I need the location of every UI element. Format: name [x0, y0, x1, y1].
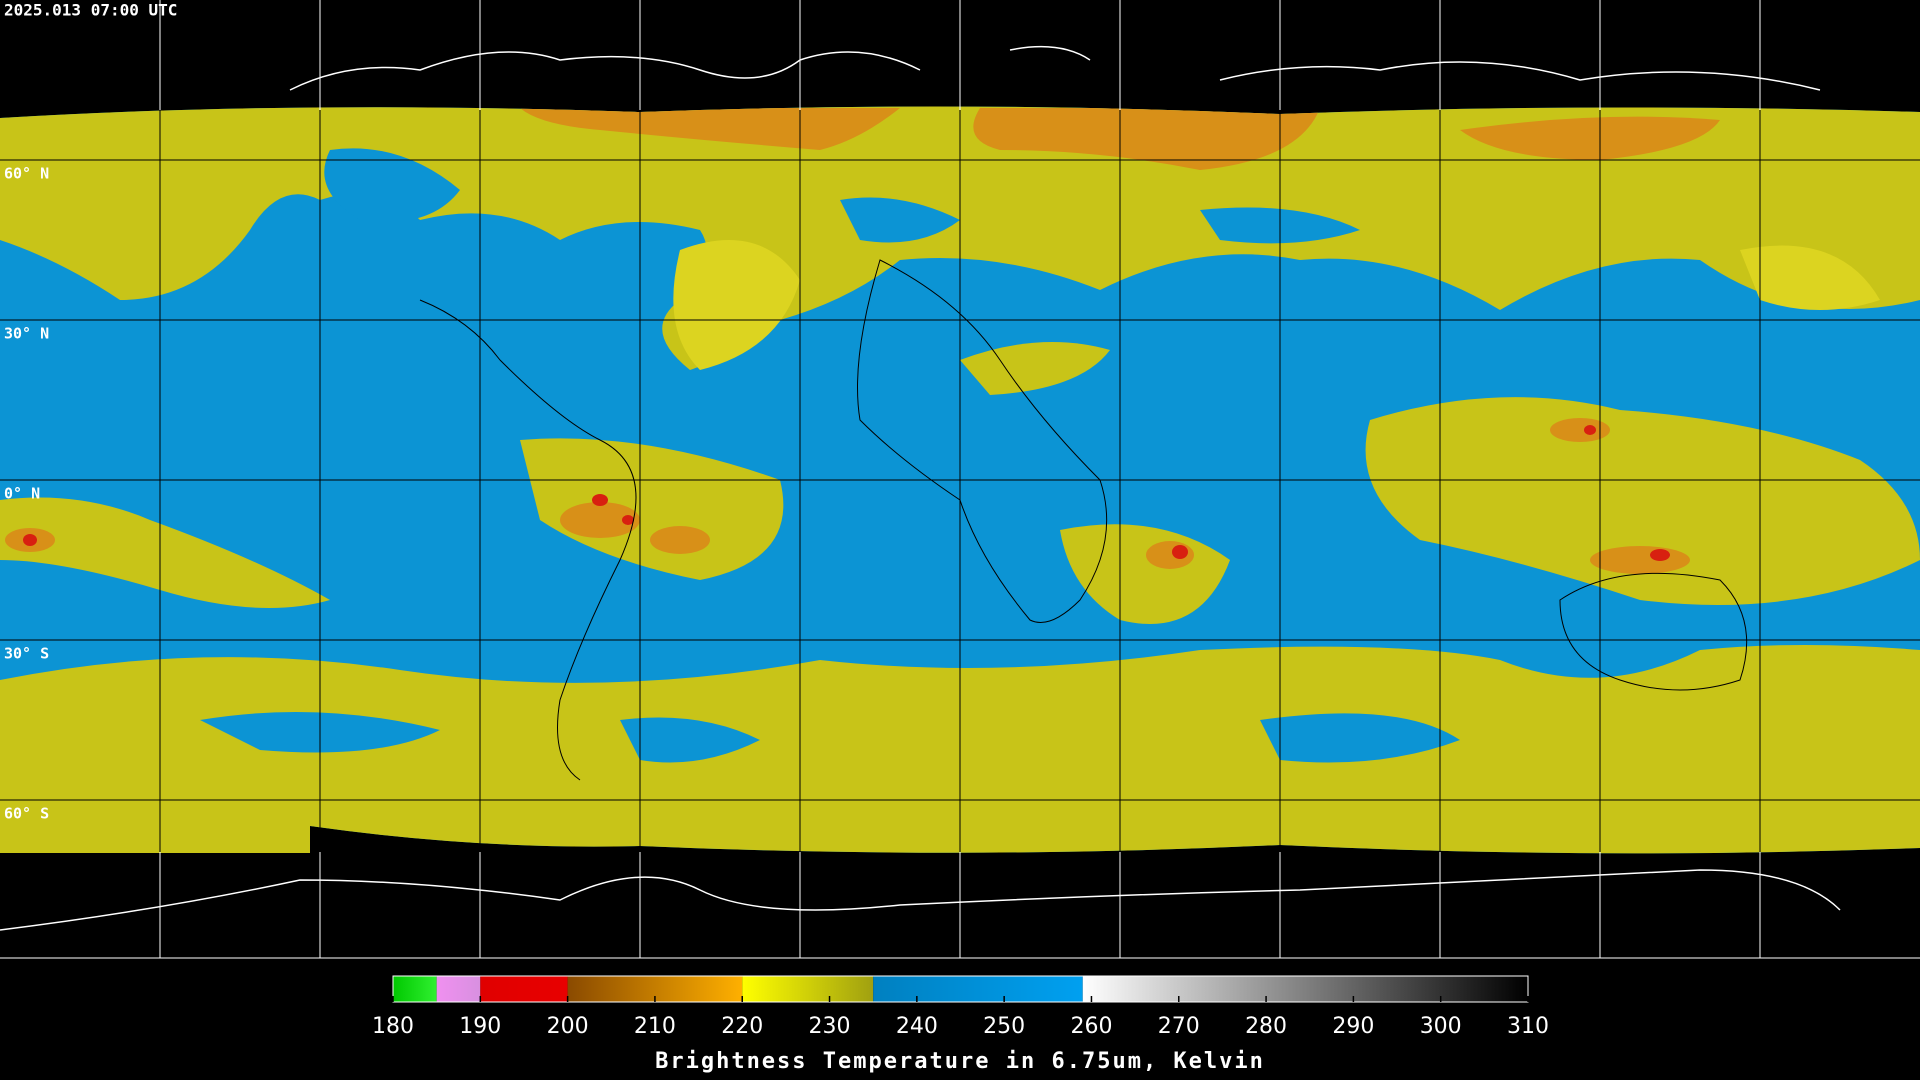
timestamp: 2025.013 07:00 UTC — [4, 1, 177, 20]
colorbar-segment — [393, 976, 437, 1002]
dry-slot — [324, 148, 1361, 244]
cyclone — [1740, 245, 1880, 310]
coastlines — [419, 259, 1748, 781]
dry-band — [973, 108, 1320, 170]
colorbar-segment — [1082, 976, 1528, 1002]
colorbar-label: Brightness Temperature in 6.75um, Kelvin — [655, 1049, 1265, 1074]
latitude-label: 0° N — [4, 485, 40, 503]
graticule: 60° N 30° N 0° N 30° S 60° S — [0, 0, 1920, 959]
latitude-label: 30° N — [4, 325, 49, 343]
colorbar-tick-label: 210 — [634, 1014, 676, 1039]
colorbar-segment — [873, 976, 1083, 1002]
dry-slot — [200, 712, 1460, 763]
latitude-label: 60° N — [4, 165, 49, 183]
colorbar: 180 190 200 210 220 230 240 250 260 270 280 290 300 3… — [372, 975, 1549, 1039]
colorbar-tick-label: 310 — [1507, 1014, 1549, 1039]
convection — [0, 497, 330, 608]
colorbar-frame — [392, 975, 1529, 1003]
colorbar-tick-label: 180 — [372, 1014, 414, 1039]
colorbar-tick-label: 200 — [547, 1014, 589, 1039]
dry-band — [520, 108, 900, 150]
colorbar-tick-label: 270 — [1158, 1014, 1200, 1039]
colorbar-tick-label: 290 — [1332, 1014, 1374, 1039]
convection — [1365, 397, 1920, 605]
cold-cloud-tops — [5, 418, 1690, 574]
latitude-label: 30° S — [4, 645, 49, 663]
colorbar-tick-label: 190 — [459, 1014, 501, 1039]
moist-band — [960, 342, 1110, 395]
colorbar-tick-label: 300 — [1420, 1014, 1462, 1039]
colorbar-segment — [742, 976, 874, 1002]
colorbar-tick-label: 230 — [809, 1014, 851, 1039]
latitude-label: 60° S — [4, 805, 49, 823]
dry-band — [1460, 116, 1720, 160]
cyclone — [673, 240, 800, 370]
colorbar-tick-label: 280 — [1245, 1014, 1287, 1039]
colorbar-tick-label: 240 — [896, 1014, 938, 1039]
colorbar-segment — [480, 976, 568, 1002]
convection — [520, 438, 784, 580]
colorbar-tick-label: 250 — [983, 1014, 1025, 1039]
colorbar-segment — [436, 976, 481, 1002]
colorbar-tick-label: 220 — [721, 1014, 763, 1039]
colorbar-tick-label: 260 — [1070, 1014, 1112, 1039]
polar-coastlines — [0, 45, 1841, 931]
